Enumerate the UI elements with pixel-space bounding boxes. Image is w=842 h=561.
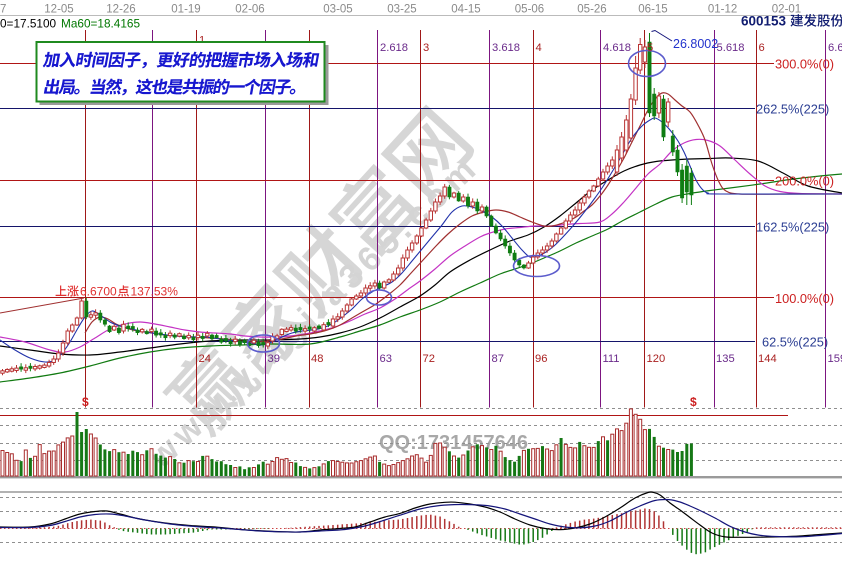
- svg-text:3.618: 3.618: [492, 42, 520, 54]
- svg-text:137.53%: 137.53%: [131, 285, 179, 299]
- svg-text:03-05: 03-05: [323, 4, 352, 16]
- svg-text:2.618: 2.618: [380, 42, 408, 54]
- svg-text:4.618: 4.618: [603, 42, 631, 54]
- svg-text:6.6700: 6.6700: [80, 285, 117, 299]
- svg-text:01-12: 01-12: [708, 4, 737, 16]
- svg-text:62.5%(225): 62.5%(225): [762, 335, 828, 350]
- svg-text:262.5%(225): 262.5%(225): [756, 102, 829, 117]
- svg-text:159: 159: [828, 353, 842, 365]
- svg-text:300.0%(0): 300.0%(0): [775, 57, 834, 72]
- svg-text:03-25: 03-25: [387, 4, 416, 16]
- svg-text:04-15: 04-15: [451, 4, 480, 16]
- svg-text:39: 39: [268, 353, 280, 365]
- svg-text:24: 24: [199, 353, 211, 365]
- svg-text:6.618: 6.618: [828, 42, 842, 54]
- svg-text:48: 48: [311, 353, 323, 365]
- svg-text:01-19: 01-19: [171, 4, 200, 16]
- svg-text:5: 5: [647, 42, 653, 54]
- svg-text:96: 96: [535, 353, 547, 365]
- svg-text:Ma60=18.4165: Ma60=18.4165: [61, 17, 140, 31]
- svg-text:02-06: 02-06: [235, 4, 264, 16]
- svg-text:600153: 600153: [741, 14, 787, 29]
- svg-text:05-06: 05-06: [515, 4, 544, 16]
- svg-text:$: $: [690, 395, 697, 409]
- svg-text:72: 72: [423, 353, 435, 365]
- svg-text:0=17.5100: 0=17.5100: [0, 17, 57, 31]
- svg-text:111: 111: [603, 353, 620, 365]
- svg-text:7: 7: [0, 4, 6, 16]
- svg-text:06-15: 06-15: [638, 4, 667, 16]
- svg-text:135: 135: [716, 353, 735, 365]
- svg-text:63: 63: [380, 353, 392, 365]
- svg-text:$: $: [82, 395, 89, 409]
- svg-text:12-05: 12-05: [44, 4, 73, 16]
- svg-text:144: 144: [758, 353, 777, 365]
- svg-text:162.5%(225): 162.5%(225): [756, 220, 829, 235]
- svg-text:6: 6: [759, 42, 765, 54]
- svg-text:26.8002: 26.8002: [673, 37, 718, 51]
- svg-text:5.618: 5.618: [717, 42, 745, 54]
- svg-text:05-26: 05-26: [577, 4, 606, 16]
- svg-text:87: 87: [492, 353, 504, 365]
- svg-text:4: 4: [536, 42, 542, 54]
- svg-text:12-26: 12-26: [106, 4, 135, 16]
- svg-text:3: 3: [423, 42, 429, 54]
- svg-text:120: 120: [647, 353, 666, 365]
- svg-text:200.0%(0): 200.0%(0): [775, 174, 834, 189]
- svg-text:100.0%(0): 100.0%(0): [775, 291, 834, 306]
